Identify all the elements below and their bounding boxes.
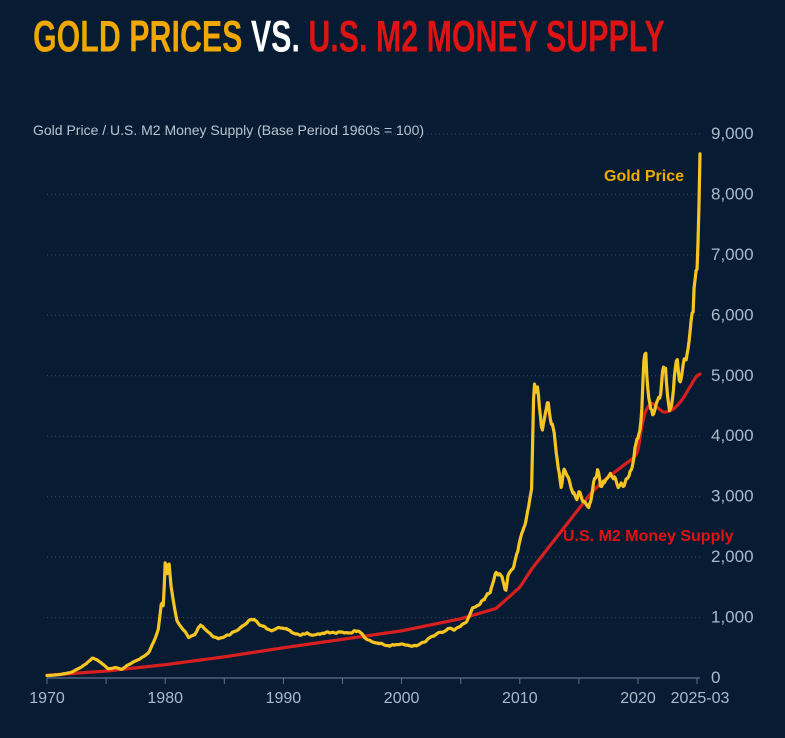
- svg-text:0: 0: [711, 668, 720, 687]
- svg-text:4,000: 4,000: [711, 426, 754, 445]
- svg-text:1980: 1980: [147, 690, 183, 707]
- svg-text:2025-03: 2025-03: [671, 690, 730, 707]
- svg-text:1,000: 1,000: [711, 608, 754, 627]
- svg-text:7,000: 7,000: [711, 245, 754, 264]
- svg-text:8,000: 8,000: [711, 184, 754, 203]
- svg-text:2010: 2010: [502, 690, 538, 707]
- svg-text:2,000: 2,000: [711, 547, 754, 566]
- svg-text:2020: 2020: [620, 690, 656, 707]
- svg-text:1970: 1970: [29, 690, 65, 707]
- svg-text:Gold Price: Gold Price: [604, 168, 684, 185]
- svg-text:9,000: 9,000: [711, 124, 754, 143]
- svg-text:U.S. M2 Money Supply: U.S. M2 Money Supply: [563, 528, 734, 545]
- svg-text:2000: 2000: [384, 690, 420, 707]
- svg-text:5,000: 5,000: [711, 366, 754, 385]
- svg-text:6,000: 6,000: [711, 305, 754, 324]
- svg-text:3,000: 3,000: [711, 487, 754, 506]
- svg-text:1990: 1990: [266, 690, 302, 707]
